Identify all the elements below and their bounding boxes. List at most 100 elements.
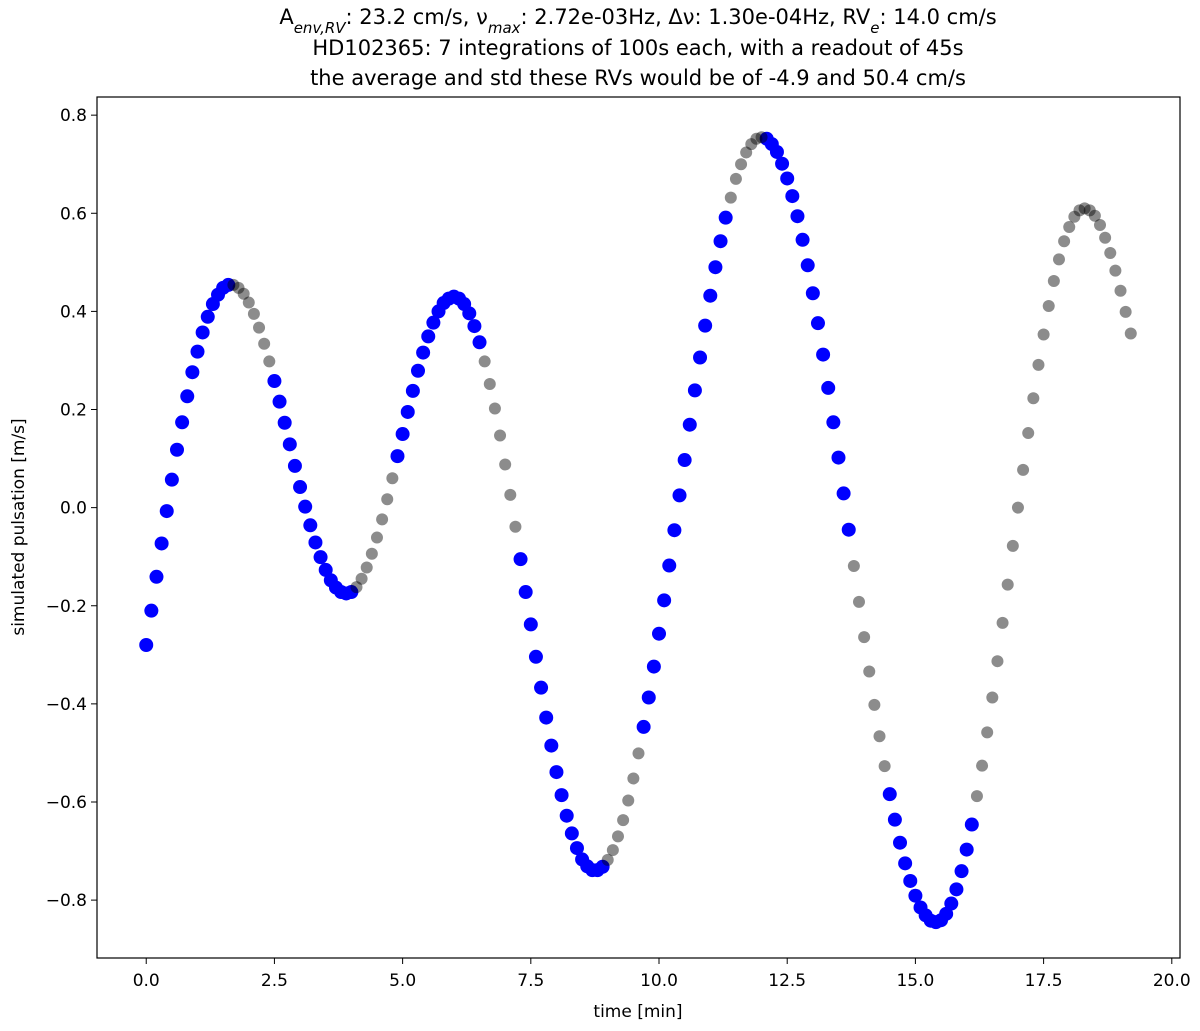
- plot-area: [139, 131, 1137, 930]
- data-point: [405, 383, 420, 398]
- data-point: [554, 788, 569, 803]
- y-tick-label: 0.2: [60, 401, 87, 421]
- data-point: [303, 518, 318, 533]
- data-point: [981, 726, 994, 739]
- data-point: [724, 191, 737, 204]
- data-point: [836, 486, 851, 501]
- data-point: [149, 569, 164, 584]
- data-point: [1017, 463, 1030, 476]
- data-point: [488, 402, 501, 415]
- data-point: [180, 389, 195, 404]
- data-point: [646, 659, 661, 674]
- y-tick-label: 0.0: [60, 499, 87, 519]
- y-tick-label: −0.2: [46, 597, 87, 617]
- data-point: [657, 593, 672, 608]
- data-point: [996, 616, 1009, 629]
- data-point: [847, 560, 860, 573]
- data-point: [381, 493, 394, 506]
- data-point: [287, 458, 302, 473]
- title-part: A: [279, 5, 294, 29]
- data-point: [810, 316, 825, 331]
- data-point: [144, 603, 159, 618]
- data-point: [595, 859, 610, 874]
- data-point: [1099, 231, 1112, 244]
- data-point: [970, 790, 983, 803]
- data-point: [698, 318, 713, 333]
- data-point: [882, 787, 897, 802]
- data-point: [539, 710, 554, 725]
- data-point: [544, 738, 559, 753]
- data-point: [887, 812, 902, 827]
- data-point: [1006, 539, 1019, 552]
- data-point: [1078, 202, 1091, 215]
- data-point: [421, 329, 436, 344]
- data-point: [606, 844, 619, 857]
- y-tick-label: −0.4: [46, 695, 87, 715]
- data-point: [509, 520, 522, 533]
- x-tick-label: 7.5: [517, 971, 544, 991]
- data-point: [221, 277, 236, 292]
- data-point: [769, 144, 784, 159]
- y-tick-label: 0.8: [60, 106, 87, 126]
- x-tick-label: 0.0: [133, 971, 160, 991]
- data-point: [740, 146, 753, 159]
- data-point: [200, 309, 215, 324]
- data-point: [308, 535, 323, 550]
- data-point: [247, 307, 260, 320]
- data-point: [1094, 219, 1107, 232]
- data-point: [816, 347, 831, 362]
- x-tick-label: 17.5: [1025, 971, 1063, 991]
- chart-subtitle: the average and std these RVs would be o…: [310, 66, 966, 90]
- data-point: [821, 380, 836, 395]
- data-point: [949, 882, 964, 897]
- data-point: [478, 355, 491, 368]
- data-point: [858, 631, 871, 644]
- data-point: [242, 296, 255, 309]
- chart-title: Aenv,RV: 23.2 cm/s, νmax: 2.72e-03Hz, Δν…: [279, 5, 996, 37]
- data-point: [504, 488, 517, 501]
- data-point: [687, 383, 702, 398]
- data-point: [1114, 284, 1127, 297]
- data-point: [175, 415, 190, 430]
- x-tick-label: 2.5: [261, 971, 288, 991]
- data-point: [735, 158, 748, 171]
- data-point: [903, 873, 918, 888]
- data-point: [386, 472, 399, 485]
- data-point: [159, 504, 174, 519]
- y-tick-label: 0.6: [60, 204, 87, 224]
- axes-frame: [96, 96, 1181, 959]
- data-point: [841, 522, 856, 537]
- data-point: [195, 325, 210, 340]
- data-point: [873, 730, 886, 743]
- data-point: [622, 794, 635, 807]
- data-point: [360, 561, 373, 574]
- data-point: [755, 131, 768, 144]
- x-tick-label: 20.0: [1153, 971, 1191, 991]
- data-point: [185, 365, 200, 380]
- data-point: [472, 335, 487, 350]
- data-point: [976, 759, 989, 772]
- data-point: [667, 523, 682, 538]
- data-point: [641, 690, 656, 705]
- data-point: [1083, 204, 1096, 217]
- data-point: [1037, 328, 1050, 341]
- data-point: [944, 896, 959, 911]
- data-point: [713, 234, 728, 249]
- data-point: [282, 437, 297, 452]
- data-point: [795, 232, 810, 247]
- data-point: [729, 172, 742, 185]
- data-point: [601, 853, 614, 866]
- data-point: [1032, 358, 1045, 371]
- data-point: [564, 826, 579, 841]
- title-subscript: max: [488, 19, 521, 37]
- data-point: [750, 132, 763, 145]
- data-point: [263, 355, 276, 368]
- data-point: [390, 449, 405, 464]
- data-point: [462, 306, 477, 321]
- data-point: [908, 888, 923, 903]
- x-tick-label: 15.0: [896, 971, 934, 991]
- data-point: [878, 760, 891, 773]
- data-point: [1001, 578, 1014, 591]
- data-point: [898, 856, 913, 871]
- data-point: [1027, 392, 1040, 405]
